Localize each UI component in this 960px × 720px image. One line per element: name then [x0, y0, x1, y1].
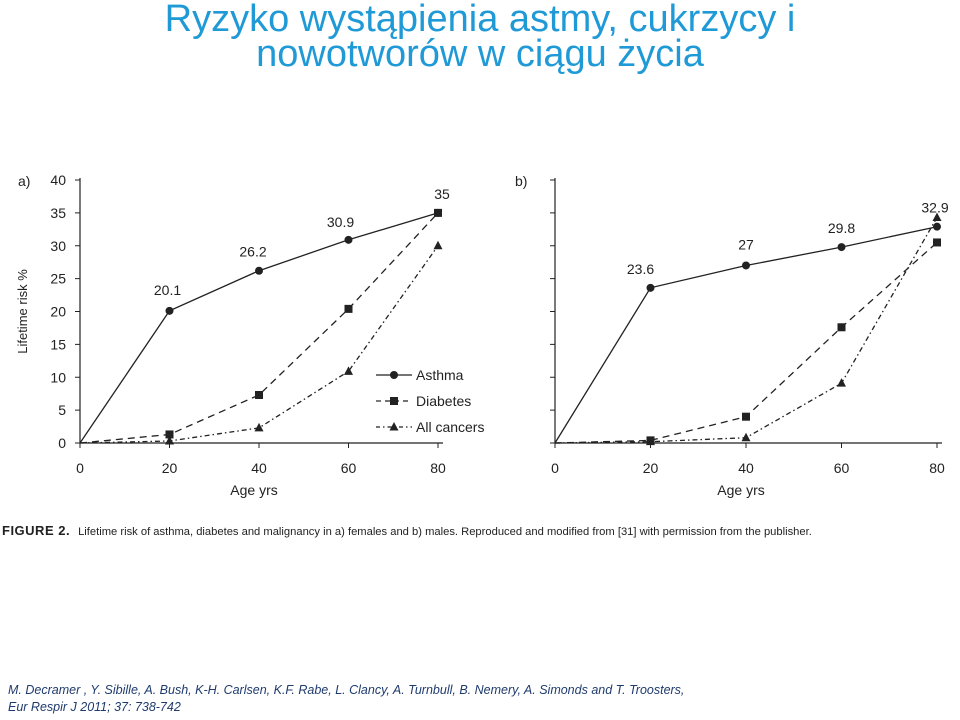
- panel-a-y-tick-label: 25: [50, 271, 66, 287]
- panel-a-diabetes-point: [255, 391, 263, 400]
- panel-a-x-tick-label: 60: [341, 460, 357, 476]
- panel-a-legend-diabetes-marker: [390, 397, 398, 405]
- slide-title-line1: Ryzyko wystąpienia astmy, cukrzycy i: [164, 0, 796, 40]
- panel-a-panel-label: a): [18, 173, 30, 189]
- panel-a-y-tick-label: 30: [50, 238, 66, 254]
- panel-b-all-cancers-point: [741, 432, 751, 442]
- panel-b-diabetes-point: [837, 323, 846, 332]
- panel-a-asthma-data-label: 30.9: [327, 214, 354, 230]
- panel-a-y-tick-label: 10: [50, 369, 66, 385]
- panel-a-y-tick-label: 35: [50, 205, 66, 221]
- panel-a-legend-diabetes-label: Diabetes: [416, 393, 471, 409]
- panel-b-x-tick-label: 20: [643, 460, 659, 476]
- panel-b-diabetes-point: [933, 238, 941, 247]
- panel-b-x-tick-label: 80: [929, 460, 945, 476]
- panel-b-x-tick-label: 60: [834, 460, 850, 476]
- panel-b-diabetes-point: [742, 412, 750, 421]
- panel-a-all-cancers-point: [344, 366, 353, 375]
- figure-caption-text: Lifetime risk of asthma, diabetes and ma…: [78, 526, 812, 538]
- panel-b-asthma-point: [742, 261, 750, 270]
- panel-b-x-tick-label: 0: [551, 460, 559, 476]
- panel-b-asthma-data-label: 23.6: [627, 261, 654, 277]
- panel-a-diabetes-point: [434, 208, 442, 217]
- panel-a-y-axis-label: Lifetime risk %: [15, 269, 30, 354]
- panel-a-x-tick-label: 0: [76, 460, 84, 476]
- panel-a-y-tick-label: 0: [58, 435, 66, 451]
- panel-a-y-tick-label: 5: [58, 402, 66, 418]
- panel-a-all-cancers-line: [79, 245, 439, 444]
- panel-b-x-tick-label: 40: [738, 460, 754, 476]
- panel-a-diabetes-point: [344, 304, 353, 313]
- panel-b-asthma-point: [646, 283, 655, 292]
- panel-a-diabetes-point: [165, 430, 174, 439]
- citation-authors: M. Decramer , Y. Sibille, A. Bush, K-H. …: [8, 683, 685, 697]
- panel-a-legend-asthma-label: Asthma: [416, 367, 464, 383]
- panel-a-x-tick-label: 20: [162, 460, 178, 476]
- panel-b-asthma-point: [837, 243, 846, 252]
- figure-caption-label: FIGURE 2.: [2, 523, 71, 538]
- panel-a-all-cancers-point: [433, 240, 443, 250]
- panel-a-legend-all-cancers-label: All cancers: [416, 419, 484, 435]
- panel-b-asthma-data-label: 32.9: [921, 200, 948, 216]
- panel-a-asthma-point: [344, 235, 353, 244]
- panel-b-x-axis-label: Age yrs: [717, 482, 764, 498]
- panel-a-all-cancers-point: [165, 436, 174, 445]
- panel-a-y-tick-label: 40: [50, 172, 66, 188]
- panel-a-x-tick-label: 40: [251, 460, 267, 476]
- slide-title: Ryzyko wystąpienia astmy, cukrzycy i now…: [0, 0, 960, 75]
- panel-a-legend-asthma-marker: [390, 371, 398, 379]
- citation-journal: Eur Respir J 2011; 37: 738-742: [8, 700, 181, 714]
- panel-a-all-cancers-point: [254, 422, 264, 432]
- lifetime-risk-figure: 0 5 10 15 20 25 30 35 40 0 20 40 60 80 Age yrs Lifetime…: [15, 172, 949, 498]
- panel-b-asthma-data-label: 27: [738, 236, 754, 252]
- panel-a-asthma-data-label: 20.1: [154, 282, 181, 298]
- panel-a-asthma-point: [165, 306, 174, 315]
- panel-b-asthma-data-label: 29.8: [828, 220, 855, 236]
- panel-a-y-tick-label: 20: [50, 304, 66, 320]
- panel-a-legend-all-cancers-marker: [389, 422, 399, 431]
- figure-caption: FIGURE 2. Lifetime risk of asthma, diabet…: [2, 523, 960, 538]
- panel-a-x-tick-label: 80: [430, 460, 446, 476]
- panel-b-all-cancers-point: [646, 436, 655, 446]
- panel-b-asthma-line: [554, 226, 938, 444]
- panel-a-asthma-point: [255, 266, 263, 275]
- panel-b-panel-label: b): [515, 173, 527, 189]
- slide-title-line2: nowotworów w ciągu życia: [256, 33, 704, 75]
- panel-b-all-cancers-point: [932, 212, 942, 221]
- panel-b-asthma-point: [933, 222, 941, 231]
- panel-a-x-axis-label: Age yrs: [230, 482, 277, 498]
- panel-b-all-cancers-point: [837, 378, 846, 387]
- panel-a-y-tick-label: 15: [50, 336, 66, 352]
- citation: M. Decramer , Y. Sibille, A. Bush, K-H. …: [8, 682, 958, 716]
- panel-a-asthma-data-label: 26.2: [239, 244, 266, 260]
- panel-a-asthma-data-label: 35: [434, 186, 450, 202]
